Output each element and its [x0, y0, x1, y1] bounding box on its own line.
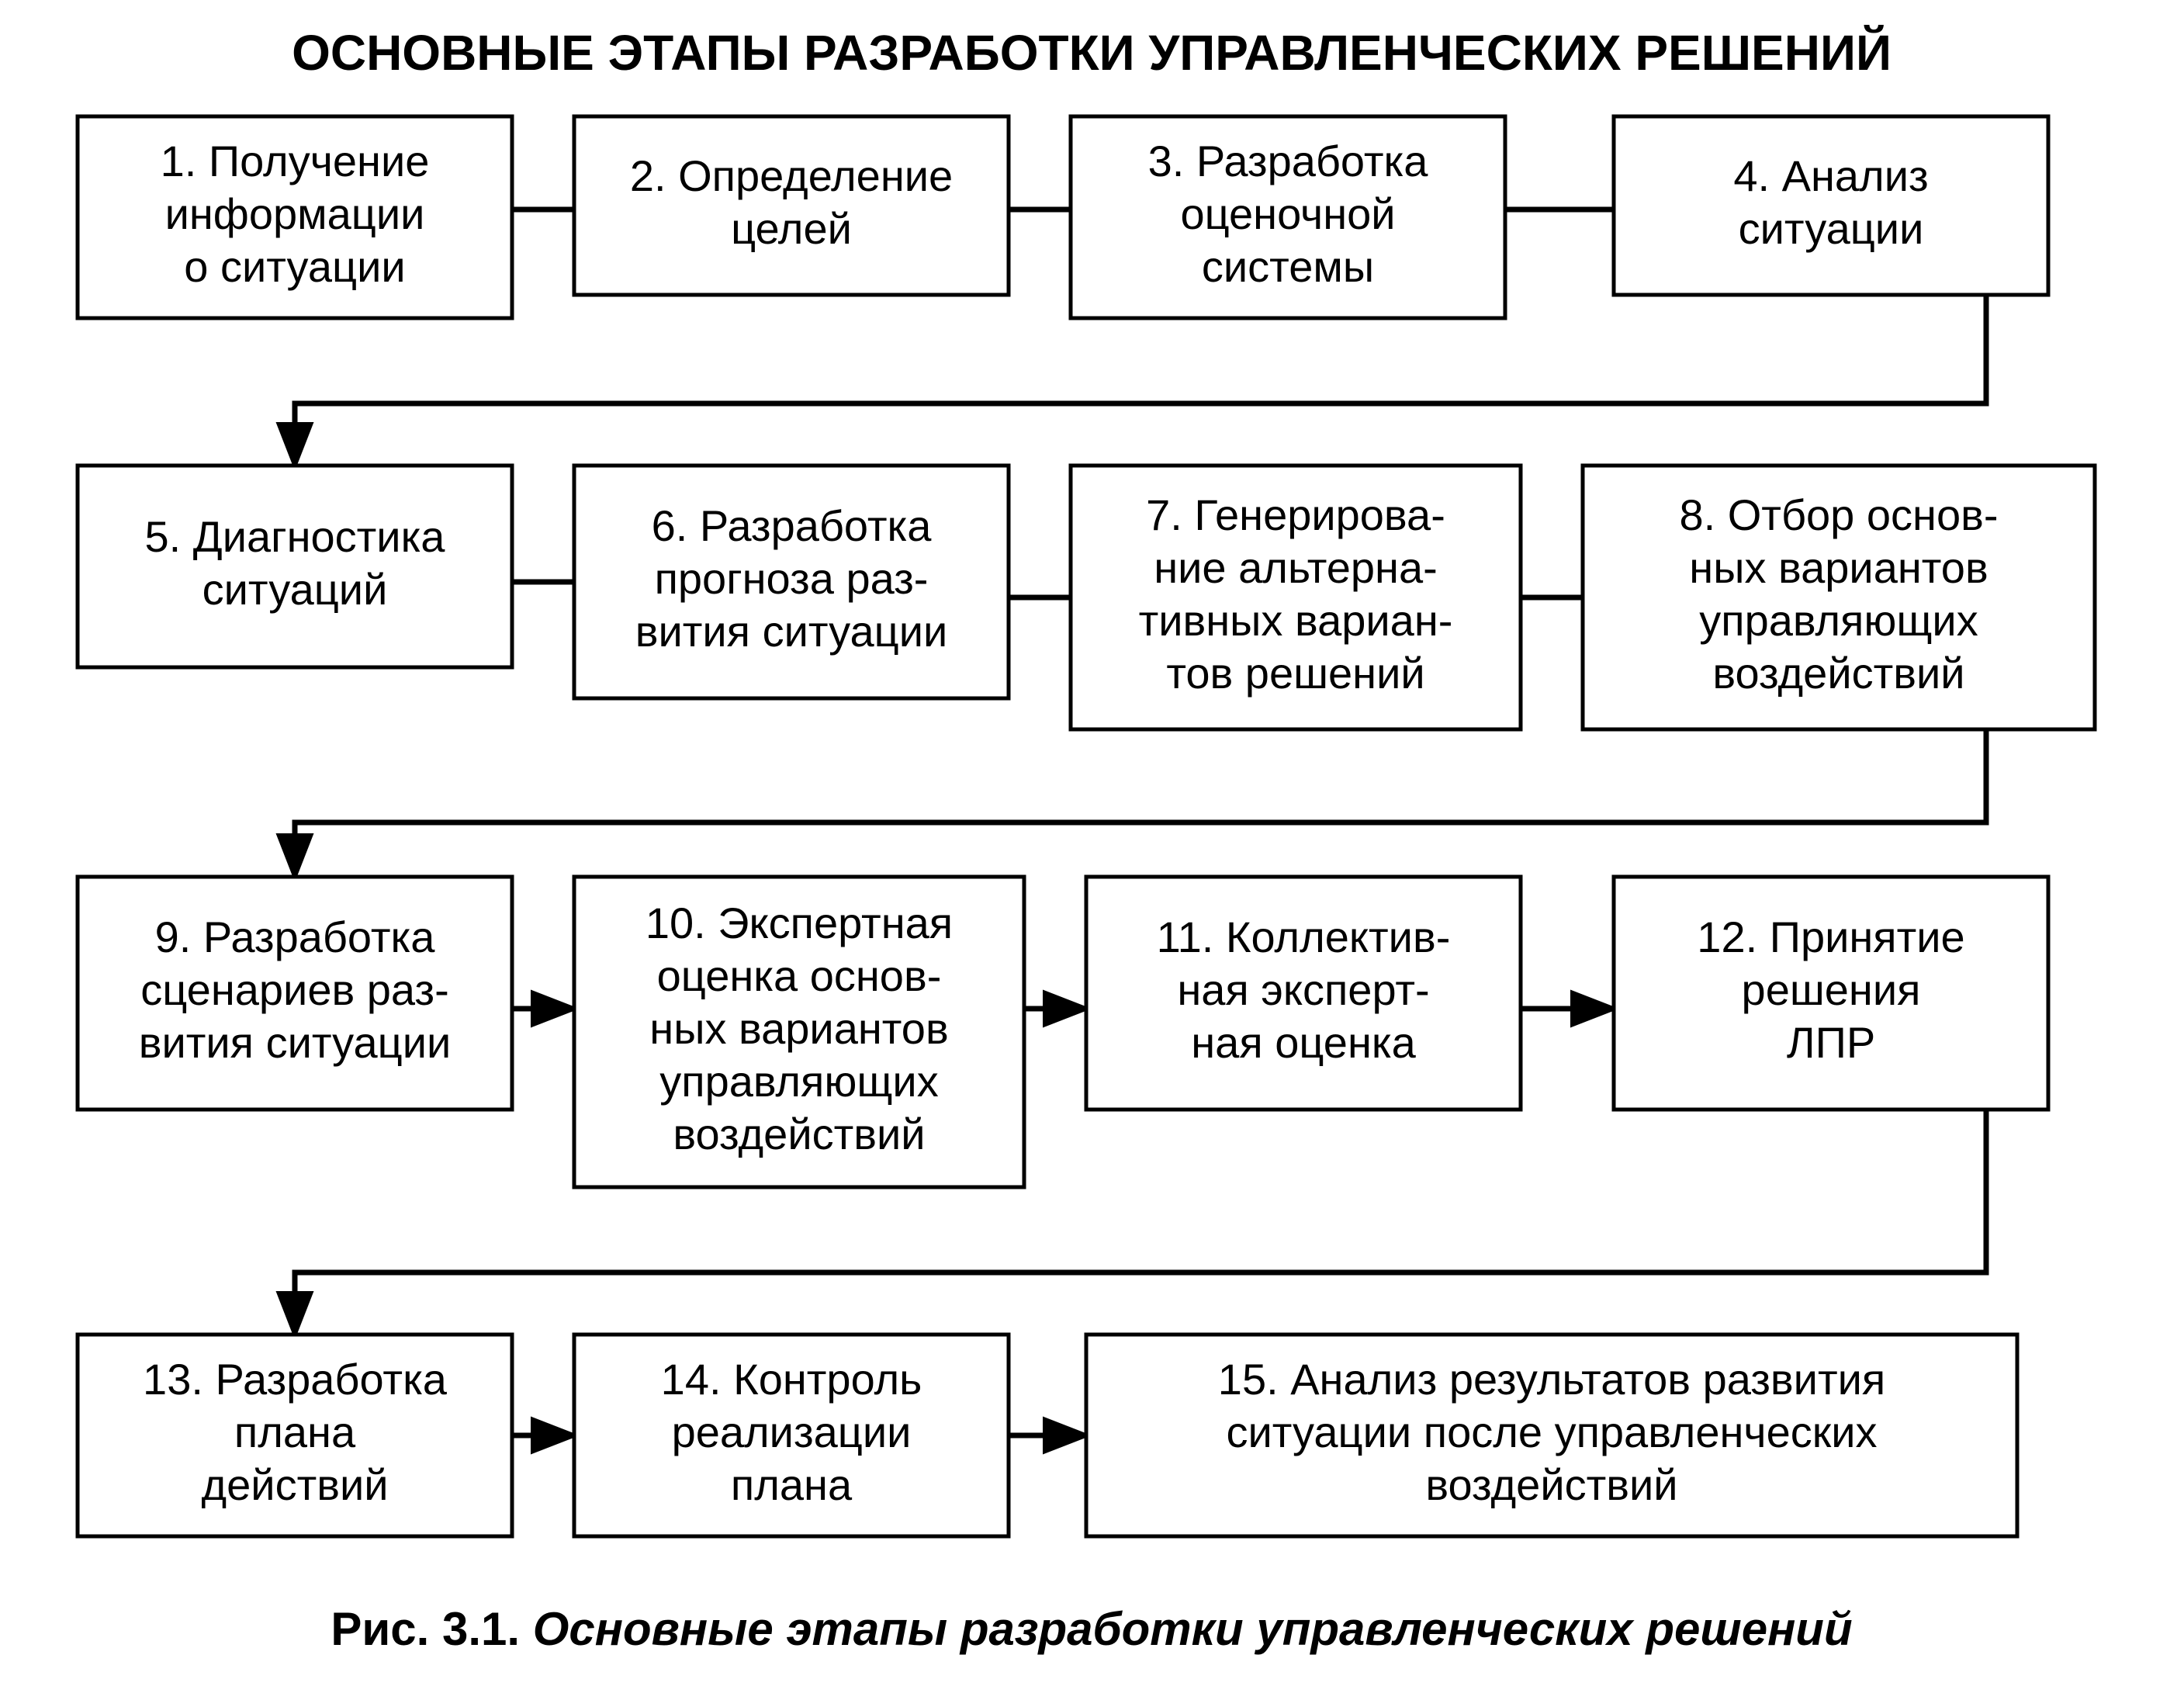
- flow-node-label-line: сценариев раз-: [140, 965, 449, 1014]
- connector: [295, 729, 1986, 877]
- flow-node-label-line: 9. Разработка: [155, 912, 436, 961]
- flow-node-label-line: воздействий: [673, 1110, 925, 1158]
- flow-node-label: 11. Коллектив-ная эксперт-ная оценка: [1157, 912, 1451, 1067]
- flow-node-label-line: 14. Контроль: [661, 1355, 922, 1404]
- flow-node-label-line: плана: [234, 1407, 356, 1456]
- flow-node-label-line: 15. Анализ результатов развития: [1218, 1355, 1885, 1404]
- flow-node-label-line: решения: [1742, 965, 1921, 1014]
- flow-node-label-line: информации: [165, 189, 425, 238]
- flow-node-label-line: о ситуации: [184, 242, 405, 291]
- caption-text: Основные этапы разработки управленческих…: [533, 1603, 1853, 1655]
- flow-node-label-line: действий: [201, 1460, 388, 1509]
- flow-node-label: 9. Разработкасценариев раз-вития ситуаци…: [139, 912, 452, 1067]
- flow-node-label: 10. Экспертнаяоценка основ-ных вариантов…: [646, 898, 953, 1158]
- flow-node-label-line: управляющих: [1699, 596, 1978, 645]
- diagram-caption: Рис. 3.1. Основные этапы разработки упра…: [331, 1603, 1852, 1655]
- flow-node-label-line: 6. Разработка: [652, 501, 933, 550]
- flow-node-label-line: оценочной: [1180, 189, 1395, 238]
- flow-node-label-line: прогноза раз-: [655, 554, 929, 603]
- flow-node: 15. Анализ результатов развитияситуации …: [1086, 1335, 2017, 1536]
- flow-node: 14. Контрольреализацииплана: [574, 1335, 1009, 1536]
- flow-node-label-line: целей: [731, 204, 852, 253]
- flow-node-label-line: 13. Разработка: [143, 1355, 448, 1404]
- flow-node-label-line: вития ситуации: [139, 1018, 452, 1067]
- flow-node-label-line: тивных вариан-: [1139, 596, 1453, 645]
- flow-node-label-line: ЛПР: [1787, 1018, 1875, 1067]
- connector: [295, 1110, 1986, 1335]
- flow-node-label: 1. Получениеинформациио ситуации: [161, 137, 430, 291]
- flow-node: 12. ПринятиерешенияЛПР: [1614, 877, 2048, 1110]
- caption-prefix: Рис. 3.1.: [331, 1603, 532, 1655]
- flow-node-label-line: воздействий: [1425, 1460, 1677, 1509]
- connector: [295, 295, 1986, 466]
- flow-node-label-line: реализации: [672, 1407, 912, 1456]
- flow-node: 13. Разработкапланадействий: [78, 1335, 512, 1536]
- flow-node-label-line: 12. Принятие: [1697, 912, 1964, 961]
- flow-node-label-line: плана: [731, 1460, 853, 1509]
- flow-node-label-line: системы: [1202, 242, 1374, 291]
- flow-node-label-line: тов решений: [1166, 649, 1424, 698]
- flow-node: 6. Разработкапрогноза раз-вития ситуации: [574, 466, 1009, 698]
- flow-node-label-line: 1. Получение: [161, 137, 430, 185]
- flow-node-label-line: ситуации: [1739, 204, 1924, 253]
- flow-node-label-line: ная оценка: [1191, 1018, 1416, 1067]
- flow-node: 5. Диагностикаситуаций: [78, 466, 512, 667]
- flow-node: 4. Анализситуации: [1614, 116, 2048, 295]
- flowchart-canvas: ОСНОВНЫЕ ЭТАПЫ РАЗРАБОТКИ УПРАВЛЕНЧЕСКИХ…: [0, 0, 2184, 1700]
- diagram-title: ОСНОВНЫЕ ЭТАПЫ РАЗРАБОТКИ УПРАВЛЕНЧЕСКИХ…: [292, 24, 1892, 81]
- flow-node: 9. Разработкасценариев раз-вития ситуаци…: [78, 877, 512, 1110]
- flow-node-label-line: 11. Коллектив-: [1157, 912, 1451, 961]
- flow-node-label-line: ных вариантов: [649, 1004, 948, 1053]
- flow-node-label-line: 8. Отбор основ-: [1679, 490, 1998, 539]
- flow-node: 2. Определениецелей: [574, 116, 1009, 295]
- flow-node: 8. Отбор основ-ных вариантовуправляющихв…: [1583, 466, 2095, 729]
- flow-node-label-line: ная эксперт-: [1177, 965, 1429, 1014]
- flow-node-label-line: ных вариантов: [1689, 543, 1988, 592]
- flow-node-label: 6. Разработкапрогноза раз-вития ситуации: [635, 501, 948, 656]
- flow-node-label-line: 5. Диагностика: [145, 512, 446, 561]
- flow-node-label-line: 3. Разработка: [1148, 137, 1429, 185]
- flow-node: 10. Экспертнаяоценка основ-ных вариантов…: [574, 877, 1024, 1187]
- flow-node: 7. Генерирова-ние альтерна-тивных вариан…: [1071, 466, 1521, 729]
- flow-node-label-line: 2. Определение: [630, 151, 953, 200]
- flow-node: 1. Получениеинформациио ситуации: [78, 116, 512, 318]
- flow-node-label-line: 4. Анализ: [1733, 151, 1928, 200]
- flow-node: 3. Разработкаоценочнойсистемы: [1071, 116, 1505, 318]
- flow-node-label-line: ние альтерна-: [1154, 543, 1438, 592]
- flow-node-label-line: оценка основ-: [657, 951, 942, 1000]
- flow-node-label-line: управляющих: [659, 1057, 938, 1106]
- flow-node-label-line: 7. Генерирова-: [1146, 490, 1445, 539]
- flow-node-label-line: ситуаций: [202, 565, 388, 614]
- flow-node-label-line: вития ситуации: [635, 607, 948, 656]
- flow-node-label-line: ситуации после управленческих: [1226, 1407, 1877, 1456]
- flow-node: 11. Коллектив-ная эксперт-ная оценка: [1086, 877, 1521, 1110]
- flow-node-label-line: 10. Экспертная: [646, 898, 953, 947]
- flow-node-label-line: воздействий: [1712, 649, 1964, 698]
